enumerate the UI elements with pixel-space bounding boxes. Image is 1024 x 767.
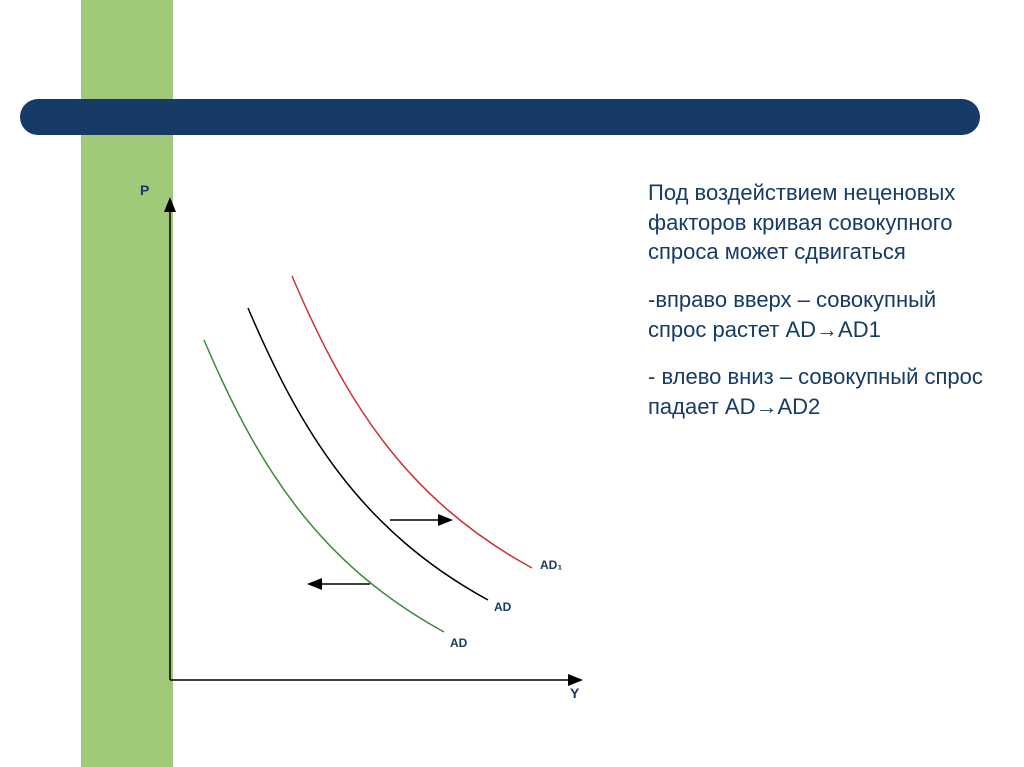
ad-curve-chart: P Y AD₁ AD AD <box>80 170 600 730</box>
curve-label-ad1: AD₁ <box>540 558 562 572</box>
curve-ad2 <box>204 340 444 632</box>
curve-label-ad: AD <box>494 600 511 614</box>
paragraph-intro: Под воздействием неценовых факторов крив… <box>648 178 988 267</box>
paragraph-left-text: влево вниз – совокупный спрос падает AD→… <box>648 364 983 419</box>
y-axis-label: P <box>140 182 149 198</box>
curve-label-ad2: AD <box>450 636 467 650</box>
curve-ad <box>248 308 488 600</box>
paragraph-right-shift: -вправо вверх – совокупный спрос растет … <box>648 285 988 344</box>
navy-header-bar <box>20 99 980 135</box>
x-axis-label: Y <box>570 685 579 701</box>
bullet-dash: - <box>648 364 661 389</box>
slide: P Y AD₁ AD AD Под воздействием неценовых… <box>0 0 1024 767</box>
explanation-text: Под воздействием неценовых факторов крив… <box>648 178 988 440</box>
paragraph-right-text: вправо вверх – совокупный спрос растет A… <box>648 287 936 342</box>
curve-ad1 <box>292 276 532 568</box>
paragraph-left-shift: - влево вниз – совокупный спрос падает A… <box>648 362 988 421</box>
chart-svg <box>80 170 600 730</box>
